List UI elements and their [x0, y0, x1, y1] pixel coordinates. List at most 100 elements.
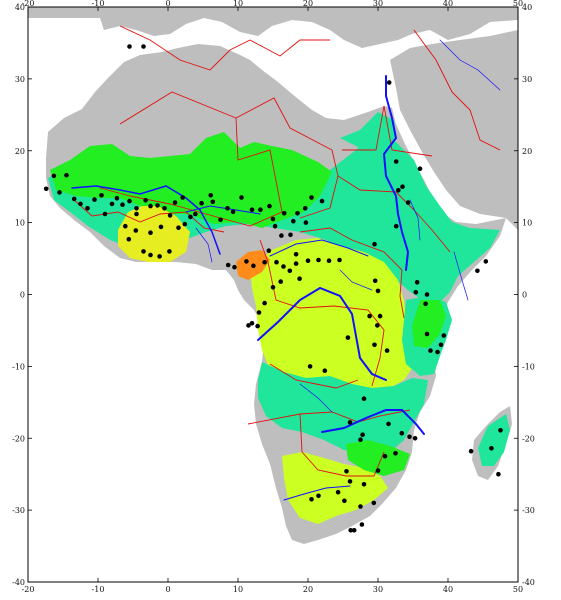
river-tributary [339, 269, 373, 291]
rivers-layer [71, 39, 501, 501]
station-marker [85, 206, 90, 211]
bottom-lon-label: -10 [92, 585, 105, 594]
border-line [269, 363, 359, 389]
station-marker [188, 214, 193, 220]
station-marker [360, 432, 365, 438]
station-marker [435, 349, 440, 355]
station-marker [71, 196, 77, 202]
zone-cyan-green-ne [340, 112, 396, 148]
station-marker [322, 368, 328, 374]
station-marker [372, 278, 378, 284]
station-marker [335, 489, 341, 495]
station-marker [230, 209, 236, 215]
left-lat-label: -30 [12, 506, 25, 515]
station-marker [293, 261, 299, 266]
zone-cyan-green-madagascar [478, 414, 510, 466]
station-marker [414, 280, 420, 285]
river-nile [382, 75, 410, 271]
stations-layer [43, 44, 503, 533]
river-orange [283, 485, 351, 501]
station-marker [316, 493, 321, 499]
zone-green-sahel [50, 132, 332, 228]
station-marker [358, 504, 363, 509]
station-marker [270, 216, 276, 222]
station-marker [270, 285, 276, 290]
station-marker [305, 258, 311, 264]
border-line [235, 97, 339, 219]
station-marker [134, 206, 139, 211]
station-marker [249, 321, 255, 326]
station-marker [148, 203, 153, 209]
bottom-lon-label: 30 [373, 585, 383, 594]
station-marker [244, 259, 249, 264]
station-marker [232, 264, 237, 270]
bottom-lon-label: 10 [233, 585, 243, 594]
river-tributary [453, 251, 469, 301]
station-marker [155, 203, 160, 208]
station-marker [377, 313, 383, 319]
station-marker [413, 290, 419, 295]
station-marker [347, 420, 353, 425]
station-marker [375, 288, 381, 294]
station-marker [167, 213, 173, 218]
europe-landmass [28, 7, 518, 48]
right-lat-label: 30 [522, 75, 532, 84]
station-marker [225, 206, 230, 211]
top-lon-label: -20 [22, 0, 35, 8]
station-marker [246, 323, 251, 328]
border-line [259, 239, 385, 387]
station-marker [382, 453, 388, 459]
station-marker [372, 241, 377, 247]
right-lat-label: 20 [522, 147, 532, 156]
station-marker [281, 211, 287, 216]
top-lon-label: 20 [303, 0, 313, 8]
top-lon-label: 10 [233, 0, 243, 8]
station-marker [361, 482, 367, 487]
station-marker [348, 528, 354, 533]
station-marker [167, 249, 172, 254]
station-marker [412, 436, 418, 441]
station-marker [393, 159, 399, 164]
left-lat-label: 0 [20, 291, 25, 300]
station-marker [262, 300, 267, 306]
station-marker [143, 198, 148, 203]
station-marker [291, 218, 296, 224]
station-marker [393, 451, 398, 456]
station-marker [172, 200, 178, 205]
station-marker [208, 193, 213, 198]
left-lat-label: -40 [12, 578, 25, 587]
station-marker [423, 301, 428, 307]
station-marker [126, 236, 132, 242]
right-lat-label: -40 [522, 578, 535, 587]
station-marker [57, 190, 62, 195]
station-marker [319, 198, 325, 204]
station-marker [182, 221, 188, 227]
left-lat-label: -10 [12, 362, 25, 371]
bottom-lon-label: 0 [165, 585, 170, 594]
river-tributary [195, 227, 213, 263]
right-lat-label: 40 [522, 3, 532, 12]
top-lon-label: -10 [92, 0, 105, 8]
station-marker [405, 200, 411, 205]
station-marker [424, 331, 430, 337]
station-marker [468, 448, 474, 454]
station-marker [307, 364, 313, 369]
top-lon-label: 50 [513, 0, 523, 8]
station-marker [358, 437, 363, 443]
station-marker [272, 223, 278, 229]
station-marker [407, 434, 412, 440]
zone-green-south [346, 440, 410, 476]
border-line [99, 91, 283, 227]
station-marker [361, 396, 367, 402]
zone-yellow-green-congo [250, 238, 418, 390]
station-marker [109, 201, 115, 207]
station-marker [267, 203, 272, 209]
bottom-lon-label: 20 [303, 585, 313, 594]
river-zambezi [321, 409, 425, 435]
top-lon-label: 40 [443, 0, 453, 8]
station-marker [278, 279, 284, 284]
station-marker [371, 500, 377, 506]
river-ubangi [269, 239, 369, 257]
